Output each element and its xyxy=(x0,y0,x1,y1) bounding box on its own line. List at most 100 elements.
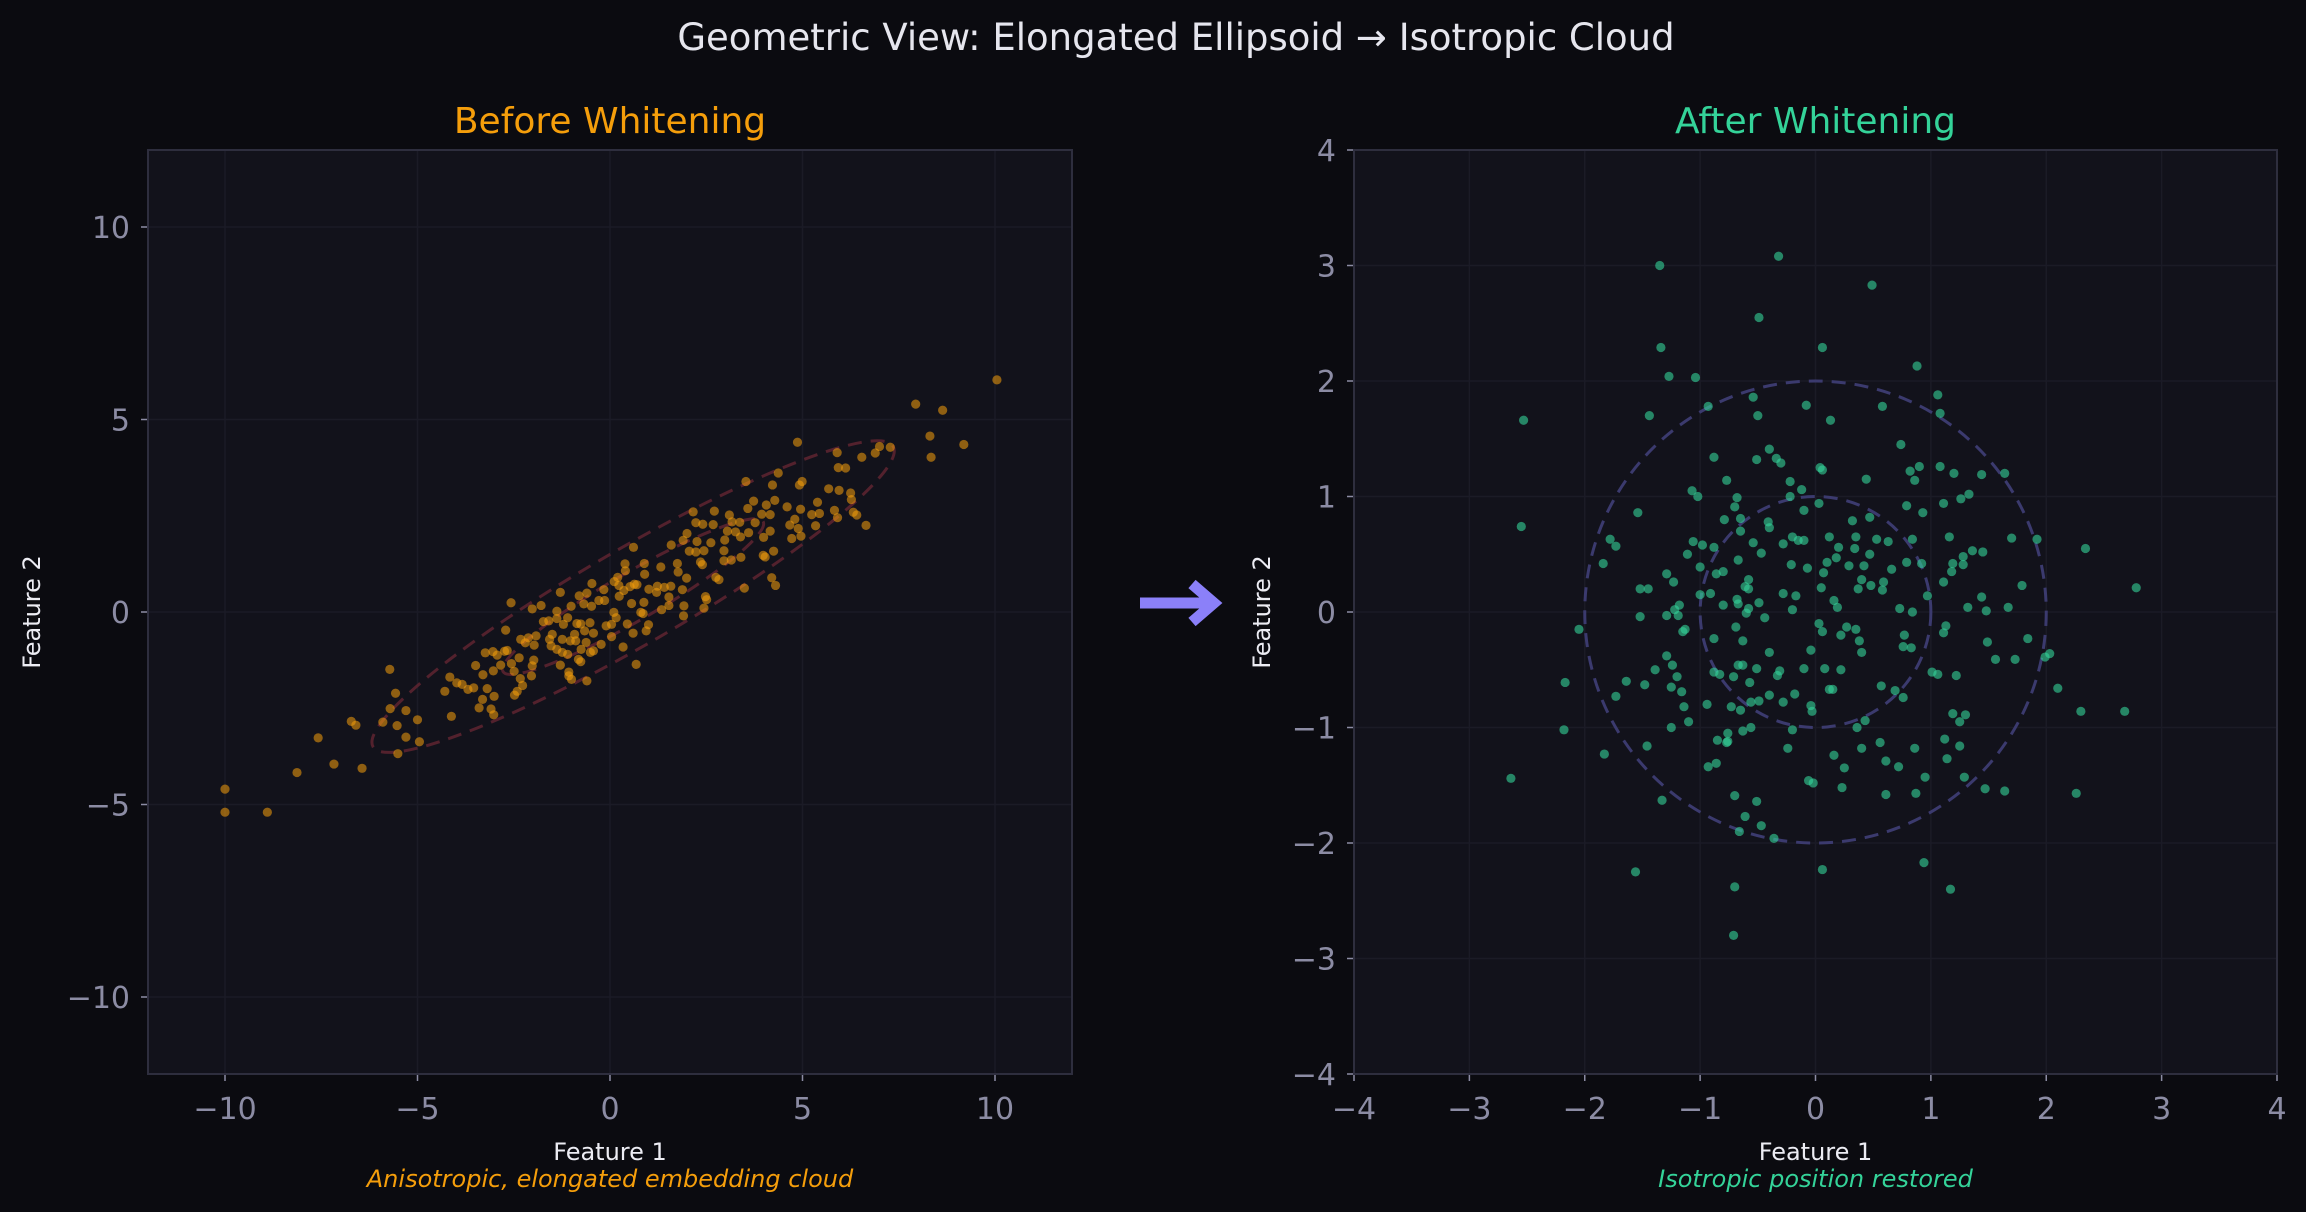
data-point xyxy=(1667,660,1678,670)
data-point xyxy=(1877,585,1888,595)
data-point xyxy=(1977,592,1987,602)
data-point xyxy=(1662,610,1672,621)
data-point xyxy=(626,598,637,609)
data-point xyxy=(527,661,537,671)
data-point xyxy=(1519,415,1529,425)
after-whitening-panel: −4 −3 −2 −1 0 1 2 3 4 −4 −3 −2 −1 0 1 2 3 4 After Whitenin… xyxy=(1248,101,2287,1193)
data-point xyxy=(1672,672,1682,682)
data-point xyxy=(2053,683,2063,693)
data-point xyxy=(1850,543,1860,554)
data-point xyxy=(719,546,729,556)
data-point xyxy=(1829,750,1839,760)
data-point xyxy=(841,463,851,473)
data-point xyxy=(1644,411,1654,421)
data-point xyxy=(1893,762,1904,772)
data-point xyxy=(1735,513,1746,524)
data-point xyxy=(1896,439,1906,450)
data-point xyxy=(796,531,806,541)
data-point xyxy=(656,562,666,572)
data-point xyxy=(1635,584,1645,594)
data-point xyxy=(1752,454,1762,465)
data-point xyxy=(496,660,506,670)
data-point xyxy=(1817,342,1828,353)
data-point xyxy=(1666,682,1676,692)
data-point xyxy=(1760,613,1770,623)
data-point xyxy=(678,535,688,545)
before-whitening-panel: −10 −5 0 5 10 −10 −5 0 5 10 Before Whitening Featur… xyxy=(18,101,1073,1193)
data-point xyxy=(757,509,767,519)
data-point xyxy=(618,642,628,652)
data-point xyxy=(792,437,803,447)
data-point xyxy=(832,448,842,458)
data-point xyxy=(1662,569,1672,579)
data-point xyxy=(739,583,749,593)
data-point xyxy=(1709,542,1719,552)
data-point xyxy=(378,717,388,727)
data-point xyxy=(664,600,674,611)
data-point xyxy=(1738,726,1748,736)
data-point xyxy=(445,672,455,682)
data-point xyxy=(574,591,584,601)
data-point xyxy=(596,639,606,649)
data-point xyxy=(1791,591,1801,601)
data-point xyxy=(1978,547,1988,557)
data-point xyxy=(814,508,825,519)
x-tick-label: 0 xyxy=(600,1092,619,1127)
data-point xyxy=(1964,489,1974,499)
data-point xyxy=(1598,558,1608,569)
data-point xyxy=(1824,532,1834,542)
data-point xyxy=(750,518,760,528)
data-point xyxy=(1807,706,1817,716)
data-point xyxy=(1797,484,1807,495)
data-point xyxy=(1733,599,1743,609)
data-point xyxy=(1740,811,1750,822)
data-point xyxy=(1666,722,1676,733)
data-point xyxy=(628,542,639,552)
data-point xyxy=(1764,444,1774,454)
data-point xyxy=(471,660,481,671)
x-tick-label: −10 xyxy=(193,1092,256,1127)
data-point xyxy=(1693,491,1703,502)
data-point xyxy=(601,621,611,631)
data-point xyxy=(664,592,674,602)
data-point xyxy=(699,546,709,556)
data-point xyxy=(1814,498,1824,509)
data-point xyxy=(566,601,576,611)
data-point xyxy=(1910,743,1920,753)
data-point xyxy=(1611,541,1621,551)
data-point xyxy=(824,484,834,494)
data-point xyxy=(1656,342,1666,353)
data-point xyxy=(1948,558,1958,569)
data-point xyxy=(1945,884,1956,894)
data-point xyxy=(1911,788,1921,798)
data-point xyxy=(1723,728,1733,738)
data-point xyxy=(702,595,712,605)
data-point xyxy=(1683,717,1694,727)
data-point xyxy=(1711,758,1721,768)
data-point xyxy=(552,606,562,616)
data-point xyxy=(1599,749,1609,759)
data-point xyxy=(1883,536,1893,547)
data-point xyxy=(926,452,936,462)
data-point xyxy=(1941,621,1951,631)
data-point xyxy=(512,686,522,696)
data-point xyxy=(760,552,770,562)
data-point xyxy=(1682,549,1693,559)
data-point xyxy=(1769,833,1779,843)
data-point xyxy=(581,637,591,648)
data-point xyxy=(1746,722,1756,733)
data-point xyxy=(1851,532,1861,542)
data-point xyxy=(531,631,541,641)
data-point xyxy=(1839,763,1849,773)
data-point xyxy=(1981,606,1991,616)
data-point xyxy=(829,505,840,515)
data-point xyxy=(727,517,737,527)
data-point xyxy=(564,671,574,681)
data-point xyxy=(2010,654,2020,664)
data-point xyxy=(585,647,595,658)
data-point xyxy=(1712,735,1723,745)
data-point xyxy=(1748,392,1758,402)
data-point xyxy=(292,767,302,778)
y-tick-label: 10 xyxy=(92,211,130,246)
data-point xyxy=(478,670,488,680)
